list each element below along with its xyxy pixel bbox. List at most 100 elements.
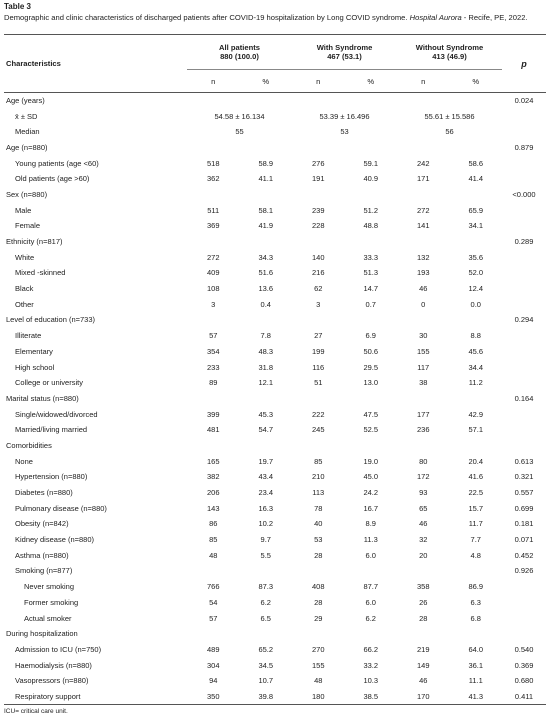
row-label: Sex (n=880) <box>6 189 48 199</box>
cell: 10.3 <box>363 676 379 686</box>
row-label: Pulmonary disease (n=880) <box>15 503 107 513</box>
section-row: Ethnicity (n=817) 0.289 <box>4 234 546 250</box>
cell: 0.0 <box>470 299 481 309</box>
empty-cell <box>502 595 546 611</box>
cell: 20 <box>419 550 428 560</box>
cell: 113 <box>312 488 325 498</box>
cell: 40 <box>314 519 323 529</box>
data-row: Single/widowed/divorced 399 45.3 222 47.5 177… <box>4 406 546 422</box>
cell: 87.7 <box>363 582 379 592</box>
cell: 45.0 <box>363 472 379 482</box>
cell: 172 <box>416 472 430 482</box>
p-value: <0.000 <box>512 189 536 199</box>
cell: 52.0 <box>468 268 484 278</box>
cell: 54.58 ± 16.134 <box>214 111 265 121</box>
data-row: Obesity (n=842) 86 10.2 40 8.9 46 11.7 0.181 <box>4 516 546 532</box>
caption: Demographic and clinic characteristics o… <box>4 13 546 34</box>
p-value: 0.452 <box>514 550 534 560</box>
cell: 165 <box>206 456 220 466</box>
empty-cell <box>502 108 546 124</box>
cell: 55.61 ± 15.586 <box>424 111 475 121</box>
data-row: x̄ ± SD 54.58 ± 16.134 53.39 ± 16.496 55.61… <box>4 108 546 124</box>
footnote: ICU= critical care unit. <box>4 707 68 715</box>
cell: 30 <box>419 331 428 341</box>
cell: 191 <box>311 174 325 184</box>
cell: 239 <box>311 205 325 215</box>
cell: 32 <box>419 535 428 545</box>
cell: 19.0 <box>363 456 379 466</box>
cell: 10.2 <box>258 519 274 529</box>
cell: 399 <box>206 409 220 419</box>
p-value: 0.321 <box>514 472 534 482</box>
empty-cell <box>502 610 546 626</box>
data-row: Old patients (age >60) 362 41.1 191 40.9 171 4… <box>4 171 546 187</box>
cell: 170 <box>397 688 450 705</box>
cell: 48.8 <box>363 221 379 231</box>
data-row: Admission to ICU (n=750) 489 65.2 270 66.2 21… <box>4 642 546 658</box>
p-value: 0.369 <box>514 660 534 670</box>
data-row: Former smoking 54 6.2 28 6.0 26 6.3 <box>4 595 546 611</box>
cell: 29 <box>314 613 323 623</box>
data-row: Hypertension (n=880) 382 43.4 210 45.0 172 41.… <box>4 469 546 485</box>
cell: 766 <box>206 582 220 592</box>
cell: 45.3 <box>258 409 274 419</box>
cell: 369 <box>206 221 220 231</box>
cell: 24.2 <box>363 488 379 498</box>
subheader-cell: n <box>292 69 345 93</box>
p-value: 0.926 <box>514 566 534 576</box>
empty-cell <box>502 375 546 391</box>
empty-cell <box>502 344 546 360</box>
cell: 28 <box>314 550 323 560</box>
row-label: Admission to ICU (n=750) <box>15 644 102 654</box>
data-row: Actual smoker 57 6.5 29 6.2 28 6.8 <box>4 610 546 626</box>
row-label: Haemodialysis (n=880) <box>15 660 92 670</box>
group-n: 467 (53.1) <box>327 52 362 61</box>
data-row: High school 233 31.8 116 29.5 117 34.4 <box>4 359 546 375</box>
cell: 489 <box>206 644 220 654</box>
data-row: Female 369 41.9 228 48.8 141 34.1 <box>4 218 546 234</box>
cell: 23.4 <box>258 488 274 498</box>
cell: 140 <box>311 252 325 262</box>
row-label: During hospitalization <box>6 629 78 639</box>
cell: 116 <box>312 362 325 372</box>
cell: 57 <box>209 613 218 623</box>
cell: 270 <box>311 644 325 654</box>
row-label: Age (n=880) <box>6 142 48 152</box>
data-row: Median 55 53 56 <box>4 124 546 140</box>
cell: 41.3 <box>449 688 502 705</box>
empty-cell <box>502 218 546 234</box>
cell: 40.9 <box>363 174 379 184</box>
group-header: Without Syndrome 413 (46.9) <box>397 34 502 70</box>
cell: 34.3 <box>258 252 274 262</box>
cell: 51.6 <box>258 268 274 278</box>
cell: 20.4 <box>468 456 484 466</box>
empty-cell <box>502 579 546 595</box>
row-label: High school <box>15 362 55 372</box>
cell: 4.8 <box>470 550 481 560</box>
cell: 45.6 <box>468 346 484 356</box>
cell: 233 <box>206 362 220 372</box>
p-value: 0.613 <box>514 456 534 466</box>
cell: 11.1 <box>468 676 483 686</box>
row-label: Comorbidities <box>6 440 52 450</box>
cell: 27 <box>314 331 323 341</box>
row-label: Obesity (n=842) <box>15 519 69 529</box>
cell: 177 <box>416 409 430 419</box>
data-row: Never smoking 766 87.3 408 87.7 358 86.9 <box>4 579 546 595</box>
subheader-cell: n <box>187 69 240 93</box>
p-value: 0.071 <box>514 535 534 545</box>
cell: 58.6 <box>468 158 484 168</box>
cell: 46 <box>419 284 428 294</box>
cell: 46 <box>419 519 428 529</box>
row-label: Actual smoker <box>24 613 72 623</box>
empty-cell <box>502 296 546 312</box>
row-label: Respiratory support <box>4 688 187 705</box>
row-label: Elementary <box>15 346 53 356</box>
data-row: Kidney disease (n=880) 85 9.7 53 11.3 32 7.7 0.… <box>4 532 546 548</box>
empty-cell <box>187 187 502 203</box>
empty-cell <box>502 155 546 171</box>
cell: 6.3 <box>470 597 481 607</box>
data-row: Male 511 58.1 239 51.2 272 65.9 <box>4 202 546 218</box>
empty-cell <box>187 626 502 642</box>
